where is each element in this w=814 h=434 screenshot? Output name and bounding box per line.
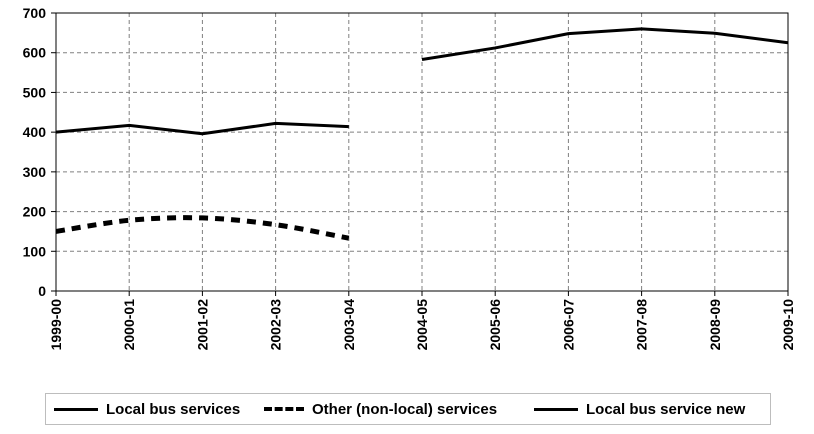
legend-swatch-0 bbox=[54, 407, 98, 411]
axes bbox=[51, 12, 789, 296]
x-tick-label: 2007-08 bbox=[634, 299, 650, 351]
x-tick-label: 2001-02 bbox=[194, 299, 210, 351]
x-tick-labels: 1999-00 2000-01 2001-02 2002-03 2003-04 2004-… bbox=[48, 299, 796, 351]
series-line-2 bbox=[421, 27, 789, 61]
y-tick-label: 400 bbox=[23, 124, 47, 140]
y-tick-label: 200 bbox=[23, 204, 47, 220]
legend-label-2: Local bus service new bbox=[586, 400, 746, 418]
y-tick-label: 100 bbox=[23, 243, 47, 259]
x-tick-label: 2003-04 bbox=[341, 299, 357, 351]
legend-item-1: Other (non-local) services bbox=[264, 394, 497, 424]
x-tick-label: 2006-07 bbox=[560, 299, 576, 351]
y-tick-label: 700 bbox=[23, 5, 47, 21]
legend-swatch-2 bbox=[534, 407, 578, 411]
plot-area-border bbox=[55, 12, 789, 292]
x-tick-label: 2004-05 bbox=[414, 299, 430, 351]
legend-item-0: Local bus services bbox=[54, 394, 240, 424]
y-tick-label: 300 bbox=[23, 164, 47, 180]
legend-item-2: Local bus service new bbox=[534, 394, 745, 424]
y-tick-label: 0 bbox=[38, 283, 46, 299]
y-tick-label: 500 bbox=[23, 84, 47, 100]
x-tick-label: 1999-00 bbox=[48, 299, 64, 351]
line-chart: 0 100 200 300 400 500 600 700 1999-00 2000-01 200… bbox=[23, 5, 796, 351]
x-tick-label: 2002-03 bbox=[268, 299, 284, 351]
x-tick-label: 2008-09 bbox=[707, 299, 723, 351]
y-tick-labels: 0 100 200 300 400 500 600 700 bbox=[23, 5, 47, 299]
x-tick-label: 2005-06 bbox=[487, 299, 503, 351]
series-line-1 bbox=[55, 215, 350, 241]
legend: Local bus services Other (non-local) ser… bbox=[45, 393, 771, 425]
x-tick-label: 2009-10 bbox=[780, 299, 796, 351]
legend-label-1: Other (non-local) services bbox=[312, 400, 498, 418]
series-lines bbox=[55, 27, 789, 241]
legend-label-0: Local bus services bbox=[106, 400, 241, 418]
legend-swatch-1 bbox=[264, 407, 304, 411]
grid-lines bbox=[56, 12, 789, 291]
y-tick-label: 600 bbox=[23, 45, 47, 61]
x-tick-label: 2000-01 bbox=[121, 299, 137, 351]
series-line-0 bbox=[55, 121, 349, 136]
